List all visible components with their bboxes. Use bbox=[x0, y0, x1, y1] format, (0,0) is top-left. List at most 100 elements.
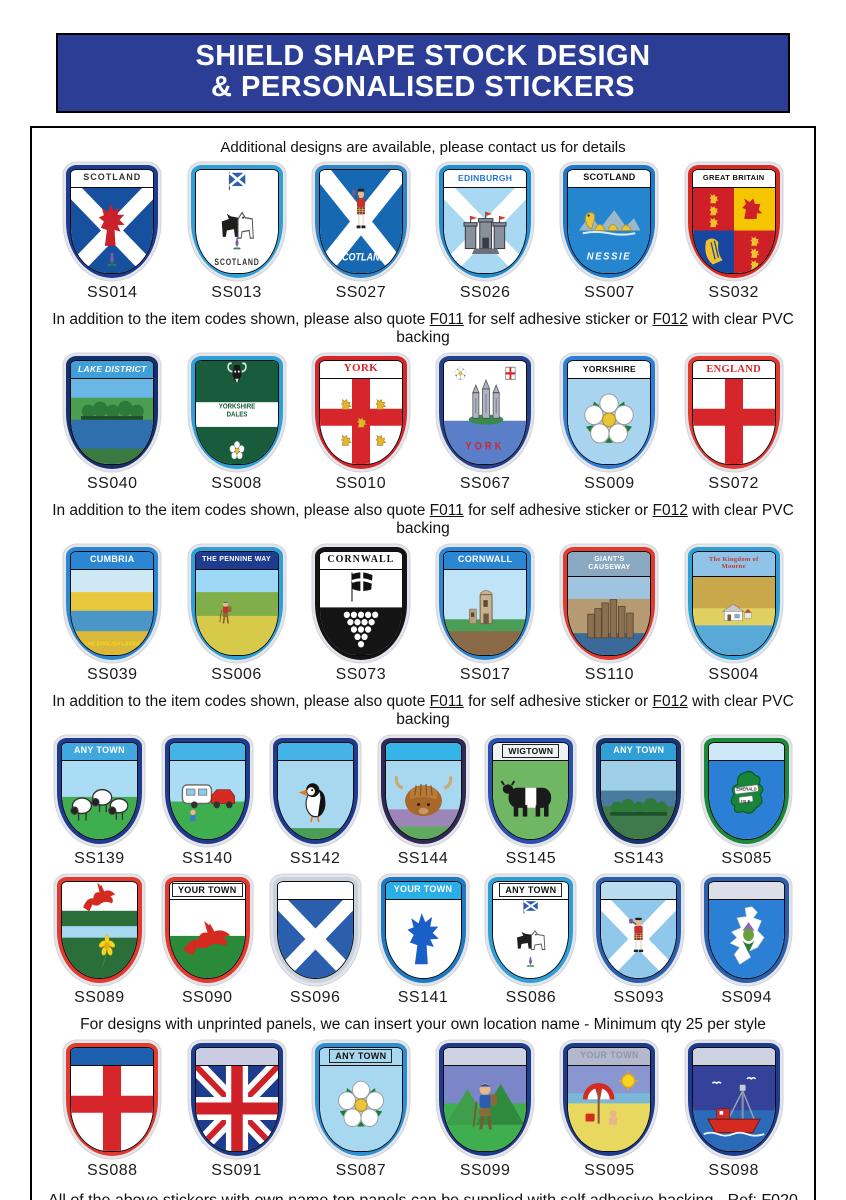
name-panel: YOUR TOWN bbox=[169, 881, 245, 900]
name-panel-text: ANY TOWN bbox=[613, 745, 665, 756]
shield-artwork bbox=[568, 576, 651, 655]
item-code-ss067: SS067 bbox=[459, 474, 511, 492]
shield-inner: WIGTOWN bbox=[492, 741, 570, 840]
shield-sticker-ss094 bbox=[704, 876, 790, 983]
sticker-cell: THE YORKSHIRE DALES SS008 bbox=[190, 355, 283, 493]
shield-inner: ENGLAND bbox=[691, 359, 776, 465]
sticker-cell: SS093 bbox=[596, 876, 682, 1007]
shield-sticker-ss144 bbox=[380, 737, 466, 844]
shield-artwork bbox=[692, 187, 775, 273]
shield-sticker-ss088 bbox=[66, 1042, 159, 1156]
shield-sticker-ss141: YOUR TOWN bbox=[380, 876, 466, 983]
name-panel: EDINBURGH bbox=[444, 169, 527, 188]
caption-text: for self adhesive sticker or bbox=[463, 692, 653, 710]
shield-inner bbox=[194, 1046, 279, 1152]
content-frame: Additional designs are available, please… bbox=[30, 125, 816, 1200]
sticker-cell: ANY TOWN SS087 bbox=[314, 1042, 407, 1180]
shield-sticker-ss017: CORNWALL bbox=[439, 546, 532, 660]
item-code-ss139: SS139 bbox=[74, 849, 125, 867]
name-panel-text: SCOTLAND bbox=[583, 172, 636, 183]
name-panel bbox=[444, 1047, 527, 1066]
shield-inner: ANY TOWN bbox=[318, 1046, 403, 1152]
shield-artwork bbox=[195, 1065, 278, 1151]
shield-sticker-ss008: THE YORKSHIRE DALES bbox=[190, 355, 283, 469]
shield-inner: LAKE DISTRICT bbox=[70, 359, 155, 465]
sticker-row-4: ANY TOWN SS139 SS140 SS142 SS144 WIGTOWN SS145… bbox=[34, 737, 812, 868]
shield-sticker-ss099 bbox=[439, 1042, 532, 1156]
hiker-icon bbox=[472, 1083, 498, 1130]
shield-inner: EMERALD ISLE bbox=[708, 741, 786, 840]
item-code-ss039: SS039 bbox=[87, 665, 138, 683]
dragon-icon bbox=[82, 882, 115, 912]
caption-text: In addition to the item codes shown, ple… bbox=[52, 310, 430, 328]
name-panel-text: CORNWALL bbox=[457, 554, 513, 565]
item-code-ss091: SS091 bbox=[211, 1161, 262, 1179]
shield-artwork bbox=[444, 1065, 527, 1151]
shield-inner: YOUR TOWN bbox=[384, 880, 462, 979]
shield-artwork bbox=[71, 187, 154, 273]
shield-artwork bbox=[61, 881, 137, 978]
name-panel-text: YOUR TOWN bbox=[580, 1050, 639, 1061]
shield-inner: YOUR TOWN bbox=[168, 880, 246, 979]
item-code-ss096: SS096 bbox=[289, 988, 341, 1006]
name-panel-text: ANY TOWN bbox=[329, 1049, 393, 1064]
sticker-cell: THE PENNINE WAY SS006 bbox=[190, 546, 283, 684]
sticker-cell: ANY TOWN SS143 bbox=[596, 737, 682, 868]
shield-sticker-ss087: ANY TOWN bbox=[314, 1042, 407, 1156]
shield-sticker-ss067: YORK bbox=[439, 355, 532, 469]
name-panel-text: The Kingdom of Mourne bbox=[708, 555, 759, 570]
daffodil-icon bbox=[98, 934, 115, 967]
cornflag-icon bbox=[351, 571, 373, 602]
hiker-icon bbox=[219, 600, 231, 624]
shield-body-label: THE YORKSHIRE DALES bbox=[218, 394, 255, 418]
name-panel-text: GREAT BRITAIN bbox=[702, 173, 765, 183]
shield-sticker-ss013: SCOTLAND bbox=[190, 164, 283, 278]
shield-sticker-ss040: LAKE DISTRICT bbox=[66, 355, 159, 469]
shield-sticker-ss140 bbox=[164, 737, 250, 844]
shield-inner: GREAT BRITAIN bbox=[691, 168, 776, 274]
name-panel: ANY TOWN bbox=[61, 742, 137, 761]
item-code-ss087: SS087 bbox=[335, 1161, 387, 1179]
shield-artwork bbox=[319, 569, 402, 655]
name-panel-text: WIGTOWN bbox=[502, 744, 560, 759]
caption-text: In addition to the item codes shown, ple… bbox=[52, 692, 430, 710]
sticker-cell: YORKSHIRE SS009 bbox=[563, 355, 656, 493]
sticker-cell: SCOTLAND SS014 bbox=[66, 164, 159, 302]
name-panel bbox=[709, 742, 785, 761]
shield-inner: SCOTLAND bbox=[318, 168, 403, 274]
thistle-icon bbox=[527, 955, 535, 967]
caption-text: for self adhesive sticker or bbox=[463, 310, 653, 328]
shield-body-label: NESSIE bbox=[587, 251, 631, 262]
dogs-icon bbox=[517, 929, 546, 950]
shield-sticker-ss039: CUMBRIA THE ENGLISH LAKES bbox=[66, 546, 159, 660]
name-panel-text: SCOTLAND bbox=[83, 172, 142, 183]
sticker-cell: SS091 bbox=[190, 1042, 283, 1180]
rose-icon bbox=[229, 440, 244, 459]
ref-code-f012: F012 bbox=[652, 692, 688, 710]
ref-code-f011: F011 bbox=[429, 501, 464, 519]
shield-sticker-ss091 bbox=[190, 1042, 283, 1156]
name-panel-text: ANY TOWN bbox=[73, 745, 125, 756]
name-panel: SCOTLAND bbox=[71, 169, 154, 188]
name-panel bbox=[601, 881, 677, 900]
sticker-cell: SS098 bbox=[687, 1042, 780, 1180]
name-panel: WIGTOWN bbox=[493, 742, 569, 761]
shield-inner: CORNWALL bbox=[318, 550, 403, 656]
sticker-cell: LAKE DISTRICT SS040 bbox=[66, 355, 159, 493]
dogs-icon bbox=[221, 211, 254, 239]
name-panel-text: YORKSHIRE bbox=[582, 363, 637, 374]
dragon-icon bbox=[183, 920, 231, 955]
item-code-ss090: SS090 bbox=[181, 988, 233, 1006]
sticker-cell: ANY TOWN SS139 bbox=[56, 737, 142, 868]
name-panel: SCOTLAND bbox=[568, 169, 651, 188]
item-code-ss086: SS086 bbox=[505, 988, 557, 1006]
shield-body-label: EMERALD bbox=[736, 786, 756, 791]
shield-artwork bbox=[692, 576, 775, 655]
sticker-cell: CUMBRIA THE ENGLISH LAKES SS039 bbox=[66, 546, 159, 684]
shield-sticker-ss096 bbox=[272, 876, 358, 983]
name-panel: ANY TOWN bbox=[493, 881, 569, 900]
shield-sticker-ss098 bbox=[687, 1042, 780, 1156]
item-code-ss006: SS006 bbox=[211, 665, 262, 683]
sticker-cell: CORNWALL SS017 bbox=[439, 546, 532, 684]
shield-inner: SCOTLAND bbox=[70, 168, 155, 274]
